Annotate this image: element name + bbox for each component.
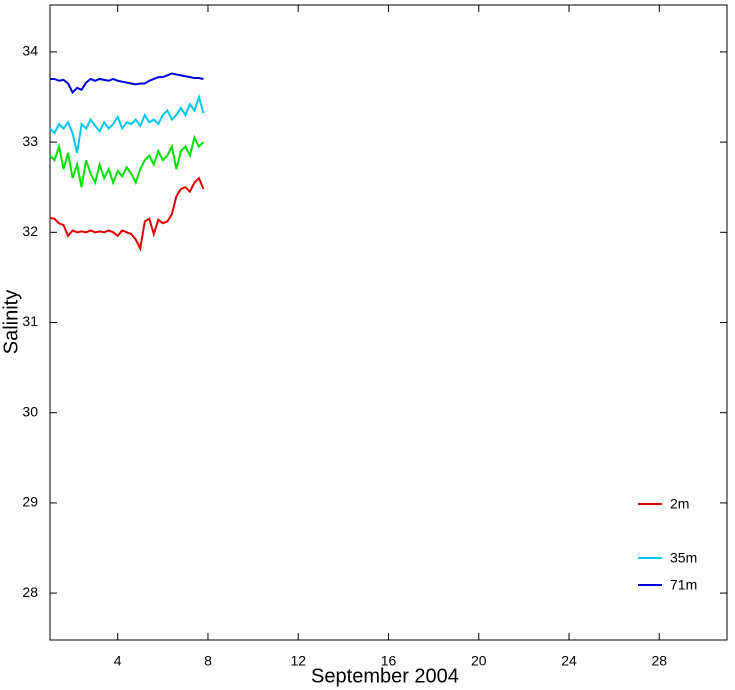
x-tick-label: 28	[652, 653, 668, 669]
legend-label: 35m	[670, 550, 697, 566]
legend-label: 2m	[670, 496, 689, 512]
x-tick-label: 16	[381, 653, 397, 669]
plot-frame	[49, 4, 728, 641]
series-line	[49, 93, 205, 154]
x-tick-label: 8	[204, 653, 212, 669]
y-tick-label: 34	[22, 43, 38, 59]
series-line	[49, 134, 205, 188]
legend-label: 71m	[670, 577, 697, 593]
y-tick-label: 28	[22, 584, 38, 600]
y-tick-label: 31	[22, 313, 38, 329]
y-axis-label: Salinity	[0, 290, 22, 354]
series-line	[50, 72, 204, 95]
x-tick-label: 24	[561, 653, 577, 669]
y-tick-label: 33	[22, 133, 38, 149]
y-tick-label: 32	[22, 223, 38, 239]
x-tick-label: 20	[471, 653, 487, 669]
series-line	[49, 176, 205, 252]
x-tick-label: 4	[114, 653, 122, 669]
y-tick-label: 29	[22, 494, 38, 510]
x-axis-label: September 2004	[311, 665, 459, 687]
x-tick-label: 12	[290, 653, 306, 669]
y-tick-label: 30	[22, 403, 38, 419]
